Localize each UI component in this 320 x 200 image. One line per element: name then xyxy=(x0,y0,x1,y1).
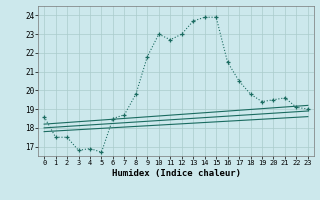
X-axis label: Humidex (Indice chaleur): Humidex (Indice chaleur) xyxy=(111,169,241,178)
